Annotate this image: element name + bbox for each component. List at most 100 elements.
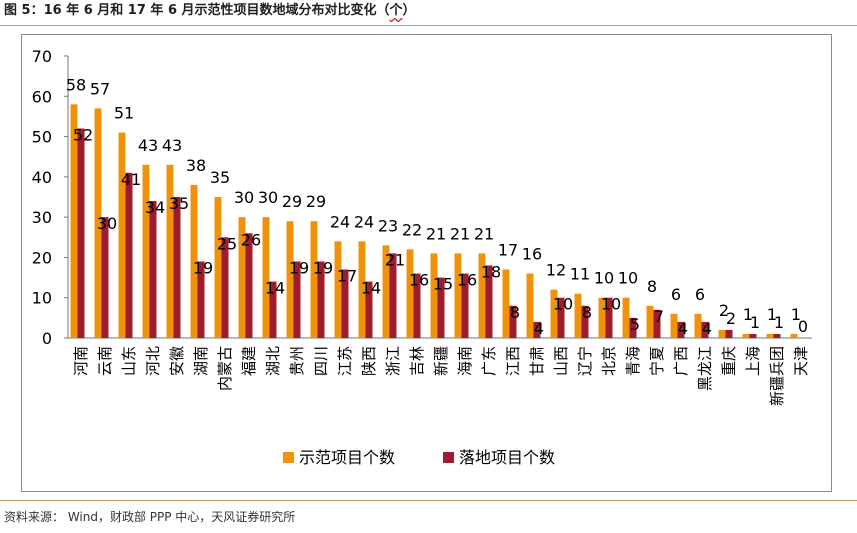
bar-landed-20 <box>557 297 565 338</box>
data-label-landed: 21 <box>385 250 405 269</box>
data-label-landed: 1 <box>774 313 784 332</box>
data-label-demo: 17 <box>498 241 518 260</box>
data-label-demo: 1 <box>743 305 753 324</box>
data-label-landed: 19 <box>289 258 309 277</box>
data-label-landed: 1 <box>750 313 760 332</box>
bar-landed-7 <box>245 233 253 338</box>
y-tick-label: 20 <box>32 248 52 267</box>
category-label: 安徽 <box>168 346 186 376</box>
data-label-landed: 15 <box>433 275 453 294</box>
chart-frame <box>21 34 832 492</box>
category-label: 贵州 <box>288 346 306 376</box>
category-label: 辽宁 <box>576 346 594 376</box>
data-label-demo: 10 <box>618 269 638 288</box>
category-label: 甘肃 <box>528 346 546 376</box>
bar-demo-26 <box>694 313 702 338</box>
bar-landed-5 <box>197 261 205 338</box>
bar-demo-4 <box>166 164 174 338</box>
category-label: 陕西 <box>360 346 378 376</box>
bar-landed-15 <box>437 277 445 338</box>
data-label-demo: 51 <box>114 104 134 123</box>
data-label-landed: 8 <box>510 303 520 322</box>
bar-demo-16 <box>454 253 462 338</box>
bar-demo-9 <box>286 221 294 338</box>
data-label-landed: 2 <box>726 309 736 328</box>
data-label-demo: 29 <box>306 192 326 211</box>
bar-landed-22 <box>605 297 613 338</box>
data-label-landed: 30 <box>97 214 117 233</box>
bar-chart: 0102030405060705852河南5730云南5141山东4334河北4… <box>32 47 812 467</box>
bar-landed-21 <box>581 305 589 338</box>
bar-demo-17 <box>478 253 486 338</box>
data-label-landed: 34 <box>145 198 165 217</box>
data-label-demo: 24 <box>354 212 374 231</box>
data-label-landed: 4 <box>534 319 544 338</box>
bar-landed-16 <box>461 273 469 338</box>
data-label-landed: 41 <box>121 170 141 189</box>
data-label-landed: 10 <box>553 295 573 314</box>
legend-label-landed: 落地项目个数 <box>459 448 555 467</box>
category-label: 山西 <box>552 346 570 376</box>
bar-landed-13 <box>389 253 397 338</box>
bar-demo-10 <box>310 221 318 338</box>
data-label-demo: 10 <box>594 269 614 288</box>
bar-demo-11 <box>334 241 342 338</box>
data-label-landed: 17 <box>337 267 357 286</box>
bar-demo-24 <box>646 305 654 338</box>
bar-demo-30 <box>790 333 798 338</box>
data-label-landed: 25 <box>217 234 237 253</box>
category-label: 湖南 <box>192 346 210 376</box>
category-label: 青海 <box>624 346 642 376</box>
bar-demo-23 <box>622 297 630 338</box>
category-label: 吉林 <box>408 346 426 376</box>
y-tick-label: 70 <box>32 47 52 66</box>
data-label-landed: 52 <box>73 126 93 145</box>
bar-landed-19 <box>533 321 541 338</box>
data-label-landed: 5 <box>630 315 640 334</box>
category-label: 北京 <box>600 346 618 376</box>
data-label-landed: 19 <box>313 258 333 277</box>
data-label-demo: 30 <box>234 188 254 207</box>
bar-landed-0 <box>77 128 85 338</box>
bar-landed-2 <box>125 172 133 338</box>
data-label-landed: 14 <box>265 279 285 298</box>
category-label: 河北 <box>144 346 162 376</box>
data-label-landed: 35 <box>169 194 189 213</box>
figure-title: 图 5：16 年 6 月和 17 年 6 月示范性项目数地域分布对比变化（个） <box>4 3 416 18</box>
y-tick-label: 60 <box>32 87 52 106</box>
bar-demo-2 <box>118 132 126 338</box>
bar-landed-12 <box>365 281 373 338</box>
category-label: 浙江 <box>384 346 402 376</box>
data-label-demo: 16 <box>522 245 542 264</box>
data-label-landed: 0 <box>798 317 808 336</box>
bar-demo-0 <box>70 104 78 338</box>
bar-landed-23 <box>629 317 637 338</box>
data-label-landed: 26 <box>241 230 261 249</box>
bar-demo-18 <box>502 269 510 338</box>
category-label: 湖北 <box>264 346 282 376</box>
category-label: 宁夏 <box>648 346 666 376</box>
bar-demo-6 <box>214 197 222 338</box>
category-label: 广东 <box>480 346 498 376</box>
bar-demo-14 <box>406 249 414 338</box>
category-label: 黑龙江 <box>696 346 714 391</box>
source-note: 资料来源： Wind，财政部 PPP 中心，天风证券研究所 <box>4 510 296 524</box>
data-label-demo: 22 <box>402 220 422 239</box>
data-label-landed: 7 <box>654 307 664 326</box>
bar-demo-5 <box>190 184 198 338</box>
bar-demo-25 <box>670 313 678 338</box>
title-unit: 个 <box>389 3 403 18</box>
data-label-demo: 38 <box>186 156 206 175</box>
data-label-demo: 57 <box>90 79 110 98</box>
bar-landed-18 <box>509 305 517 338</box>
data-label-demo: 35 <box>210 168 230 187</box>
bar-landed-6 <box>221 237 229 338</box>
data-label-demo: 30 <box>258 188 278 207</box>
category-label: 河南 <box>72 346 90 376</box>
category-label: 天津 <box>792 346 810 376</box>
data-label-demo: 8 <box>647 277 657 296</box>
bar-landed-10 <box>317 261 325 338</box>
legend-label-demo: 示范项目个数 <box>299 448 395 467</box>
bar-landed-1 <box>101 217 109 338</box>
bar-demo-8 <box>262 217 270 338</box>
